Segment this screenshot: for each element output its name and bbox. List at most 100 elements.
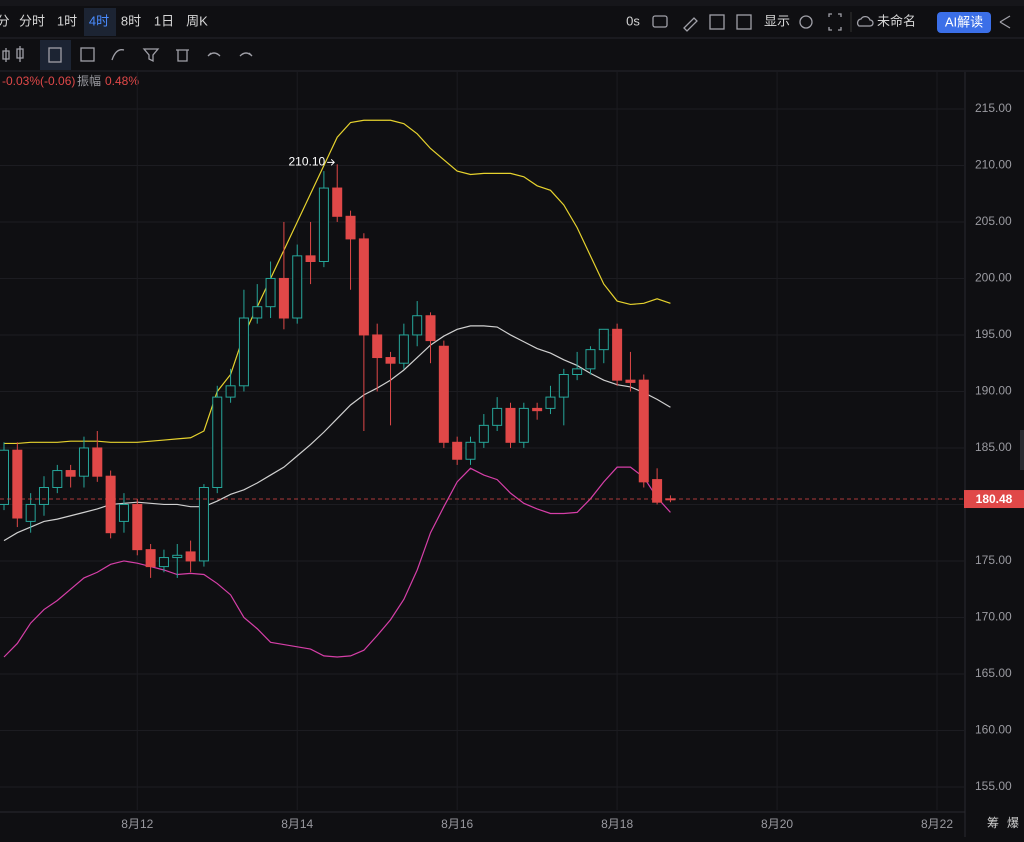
lock-tool[interactable] (48, 47, 62, 63)
candle-body (625, 379, 636, 383)
candle-body (225, 385, 236, 398)
candle-body (425, 315, 436, 342)
top-strip (0, 0, 1024, 6)
settings-icon[interactable] (799, 15, 813, 29)
note-tool[interactable] (80, 47, 95, 62)
candle-body (478, 424, 489, 443)
candle-body (0, 449, 9, 505)
interval-button[interactable]: 8时 (121, 13, 141, 28)
candle-body (318, 187, 329, 263)
candle-body (345, 215, 356, 240)
max-arrow (327, 158, 335, 166)
y-tick-label: 210.00 (975, 158, 1012, 172)
candle-body (412, 315, 423, 336)
scroll-handle[interactable] (1020, 430, 1024, 470)
amplitude: 0.48% (105, 74, 139, 88)
candle-body (438, 345, 449, 443)
candle-body (118, 503, 129, 522)
timer[interactable]: 0s (626, 13, 640, 28)
interval-button[interactable]: 4时 (89, 13, 109, 28)
candle-body (252, 306, 263, 319)
x-tick-label: 8月20 (761, 817, 793, 831)
display-button[interactable]: 显示 (764, 13, 790, 28)
side-tab[interactable]: 筹 (987, 816, 999, 830)
y-tick-label: 165.00 (975, 666, 1012, 680)
interval-button[interactable]: 分时 (19, 13, 45, 28)
filter-tool[interactable] (142, 48, 160, 63)
candle-body (465, 441, 476, 460)
y-tick-label: 190.00 (975, 384, 1012, 398)
candle-body (238, 317, 249, 387)
candle-body (212, 396, 223, 488)
y-tick-label: 200.00 (975, 271, 1012, 285)
ai-button[interactable]: AI解读 (945, 14, 983, 29)
candle-body (12, 449, 23, 519)
candle-body (612, 328, 623, 381)
y-tick-label: 185.00 (975, 440, 1012, 454)
edit-icon[interactable] (709, 14, 725, 30)
change: -0.03%(-0.06) (2, 74, 75, 88)
interval-button[interactable]: 1时 (57, 13, 77, 28)
x-tick-label: 8月18 (601, 817, 633, 831)
candle-body (78, 447, 89, 477)
candle-body (292, 255, 303, 319)
redo-tool[interactable] (239, 52, 253, 57)
cloud-icon (856, 15, 874, 27)
candle-body (305, 255, 316, 263)
x-tick-label: 8月16 (441, 817, 473, 831)
candle-body (558, 373, 569, 398)
interval-bar: 分分时 1时 4时 8时 1日 周K (0, 13, 208, 28)
candle-body (452, 441, 463, 460)
candle-body (545, 396, 556, 409)
candle-body (25, 503, 36, 522)
candle-body (518, 407, 529, 443)
band-line (3, 119, 671, 445)
last-price-label: 180.48 (976, 492, 1013, 506)
ai-button-bg[interactable] (937, 12, 991, 33)
candle-body (158, 557, 169, 568)
candle-body (492, 407, 503, 426)
candle-body (398, 334, 409, 364)
side-tab[interactable]: 爆 (1007, 816, 1019, 830)
x-tick-label: 8月12 (121, 817, 153, 831)
y-tick-label: 205.00 (975, 214, 1012, 228)
interval-button[interactable]: 1日 (154, 13, 174, 28)
y-tick-label: 155.00 (975, 779, 1012, 793)
candle-body (332, 187, 343, 217)
y-tick-label: 215.00 (975, 101, 1012, 115)
candle-body (265, 277, 276, 308)
y-tick-label: 175.00 (975, 553, 1012, 567)
candle-body (278, 277, 289, 319)
draw-icon[interactable] (683, 17, 698, 32)
plot: 155.00160.00165.00170.00175.00180.00185.… (0, 72, 1024, 831)
camera-icon[interactable] (652, 15, 668, 28)
candle-body (638, 379, 649, 483)
candle-body (92, 447, 103, 477)
candle-body (65, 470, 76, 477)
candle-body (38, 486, 49, 505)
candle-body (358, 238, 369, 336)
band-line (3, 466, 671, 658)
candle-body (572, 368, 583, 375)
layout-name[interactable]: 未命名 (877, 13, 916, 28)
undo-tool[interactable] (207, 52, 221, 57)
candle-body (52, 470, 63, 488)
fullscreen-icon[interactable] (828, 13, 842, 31)
candle-body (532, 407, 543, 412)
candle-body (132, 503, 143, 551)
brush-tool[interactable] (111, 49, 125, 61)
candle-body (105, 475, 116, 534)
max-label: 210.10 (289, 154, 326, 168)
candle-tool[interactable] (2, 46, 24, 62)
close-icon[interactable] (736, 14, 752, 30)
last-price-tag (964, 490, 1024, 509)
interval-button[interactable]: 分 (0, 13, 10, 28)
y-tick-label: 170.00 (975, 610, 1012, 624)
share-icon[interactable] (999, 15, 1011, 29)
x-tick-label: 8月14 (281, 817, 313, 831)
candle-body (598, 328, 609, 351)
candle-body (385, 357, 396, 364)
interval-button[interactable]: 周K (186, 13, 208, 28)
delete-tool[interactable] (176, 49, 189, 62)
